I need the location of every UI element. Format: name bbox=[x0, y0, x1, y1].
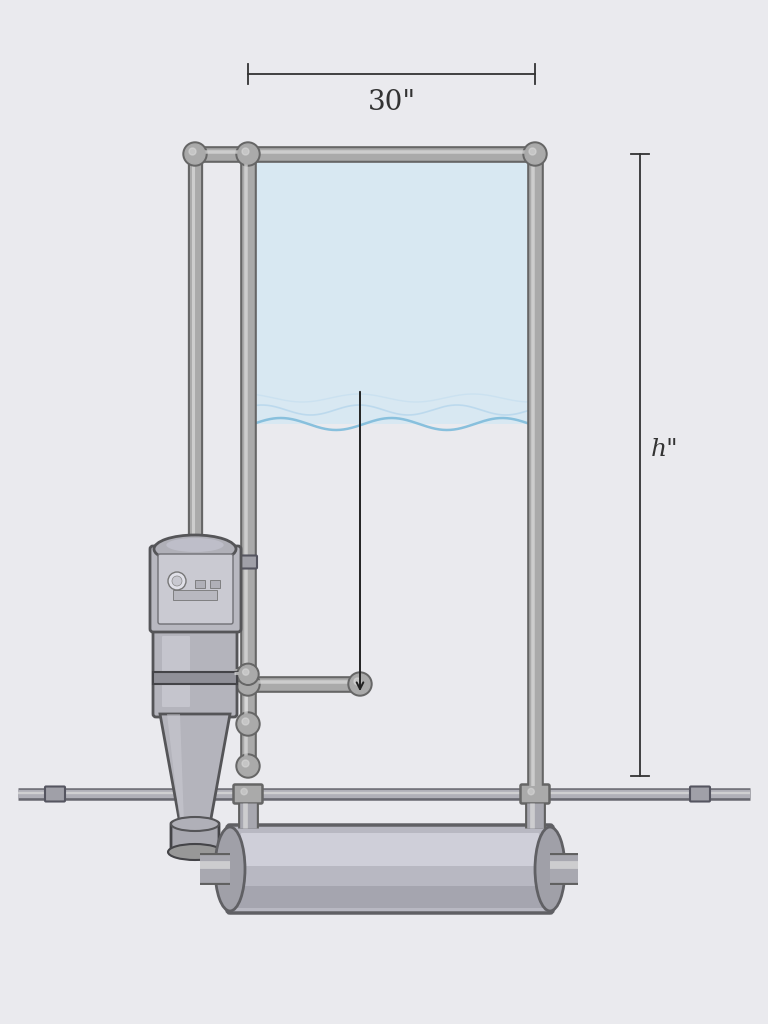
Circle shape bbox=[242, 148, 249, 155]
Circle shape bbox=[183, 142, 207, 166]
Ellipse shape bbox=[171, 817, 219, 831]
Polygon shape bbox=[167, 714, 184, 824]
Circle shape bbox=[238, 674, 258, 694]
Circle shape bbox=[239, 666, 257, 683]
FancyBboxPatch shape bbox=[150, 546, 241, 632]
Circle shape bbox=[242, 718, 249, 725]
Circle shape bbox=[529, 148, 536, 155]
FancyBboxPatch shape bbox=[227, 825, 553, 913]
Text: h": h" bbox=[651, 438, 679, 462]
Circle shape bbox=[238, 756, 258, 776]
FancyBboxPatch shape bbox=[253, 159, 530, 424]
Circle shape bbox=[238, 144, 258, 164]
FancyBboxPatch shape bbox=[521, 784, 549, 804]
FancyBboxPatch shape bbox=[153, 626, 237, 717]
Circle shape bbox=[172, 575, 182, 586]
Circle shape bbox=[237, 664, 259, 685]
Circle shape bbox=[523, 142, 547, 166]
Circle shape bbox=[236, 672, 260, 696]
FancyBboxPatch shape bbox=[233, 784, 263, 804]
Polygon shape bbox=[160, 714, 230, 824]
Bar bbox=[210, 580, 220, 588]
Circle shape bbox=[168, 572, 186, 590]
Circle shape bbox=[236, 754, 260, 778]
Circle shape bbox=[525, 144, 545, 164]
Circle shape bbox=[189, 148, 196, 155]
Circle shape bbox=[243, 669, 249, 675]
Circle shape bbox=[528, 788, 535, 795]
Circle shape bbox=[236, 712, 260, 736]
Ellipse shape bbox=[168, 844, 222, 860]
Circle shape bbox=[236, 142, 260, 166]
FancyBboxPatch shape bbox=[241, 833, 539, 866]
FancyBboxPatch shape bbox=[158, 554, 233, 624]
FancyBboxPatch shape bbox=[690, 786, 710, 802]
FancyBboxPatch shape bbox=[45, 786, 65, 802]
Circle shape bbox=[350, 674, 370, 694]
Ellipse shape bbox=[535, 827, 565, 911]
Ellipse shape bbox=[167, 538, 223, 552]
Ellipse shape bbox=[154, 535, 236, 563]
Circle shape bbox=[242, 760, 249, 767]
FancyBboxPatch shape bbox=[239, 555, 257, 568]
Text: 30": 30" bbox=[367, 88, 415, 116]
Bar bbox=[173, 590, 217, 600]
FancyBboxPatch shape bbox=[237, 886, 543, 908]
Circle shape bbox=[354, 678, 361, 685]
Circle shape bbox=[241, 788, 247, 795]
Ellipse shape bbox=[215, 827, 245, 911]
Bar bbox=[195, 580, 205, 588]
FancyBboxPatch shape bbox=[171, 822, 219, 854]
FancyBboxPatch shape bbox=[162, 636, 190, 707]
Circle shape bbox=[185, 144, 205, 164]
Circle shape bbox=[348, 672, 372, 696]
Circle shape bbox=[242, 678, 249, 685]
Bar bbox=[153, 673, 237, 684]
Circle shape bbox=[238, 714, 258, 734]
